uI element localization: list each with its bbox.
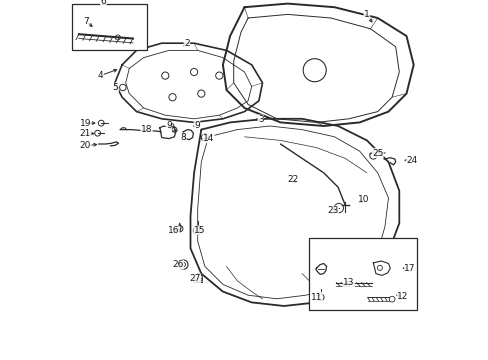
Text: 18: 18: [141, 125, 152, 134]
Bar: [309, 238, 416, 310]
Text: 16: 16: [167, 226, 179, 235]
Text: 9: 9: [166, 122, 171, 130]
Text: 26: 26: [172, 260, 183, 269]
Text: 9: 9: [194, 121, 200, 130]
Text: 23: 23: [326, 206, 338, 215]
Text: 8: 8: [180, 133, 186, 142]
Text: 13: 13: [343, 278, 354, 287]
Text: 3: 3: [257, 115, 263, 124]
Text: 17: 17: [404, 264, 415, 273]
Text: 10: 10: [357, 195, 368, 204]
Text: 14: 14: [203, 134, 214, 143]
Text: 5: 5: [113, 83, 118, 92]
Text: 11: 11: [310, 292, 322, 302]
Text: 25: 25: [371, 149, 383, 158]
Bar: [72, 4, 147, 50]
Text: 20: 20: [80, 141, 91, 150]
Text: 24: 24: [406, 156, 417, 165]
Text: 1: 1: [363, 10, 369, 19]
Text: 21: 21: [80, 129, 91, 138]
Text: 12: 12: [396, 292, 408, 301]
Text: 15: 15: [193, 226, 205, 235]
Text: 2: 2: [183, 39, 189, 48]
Text: 4: 4: [98, 71, 103, 80]
Text: 7: 7: [83, 17, 89, 26]
Text: 22: 22: [287, 175, 298, 184]
Text: 27: 27: [189, 274, 200, 283]
Text: 6: 6: [101, 0, 106, 5]
Text: 19: 19: [80, 118, 91, 127]
